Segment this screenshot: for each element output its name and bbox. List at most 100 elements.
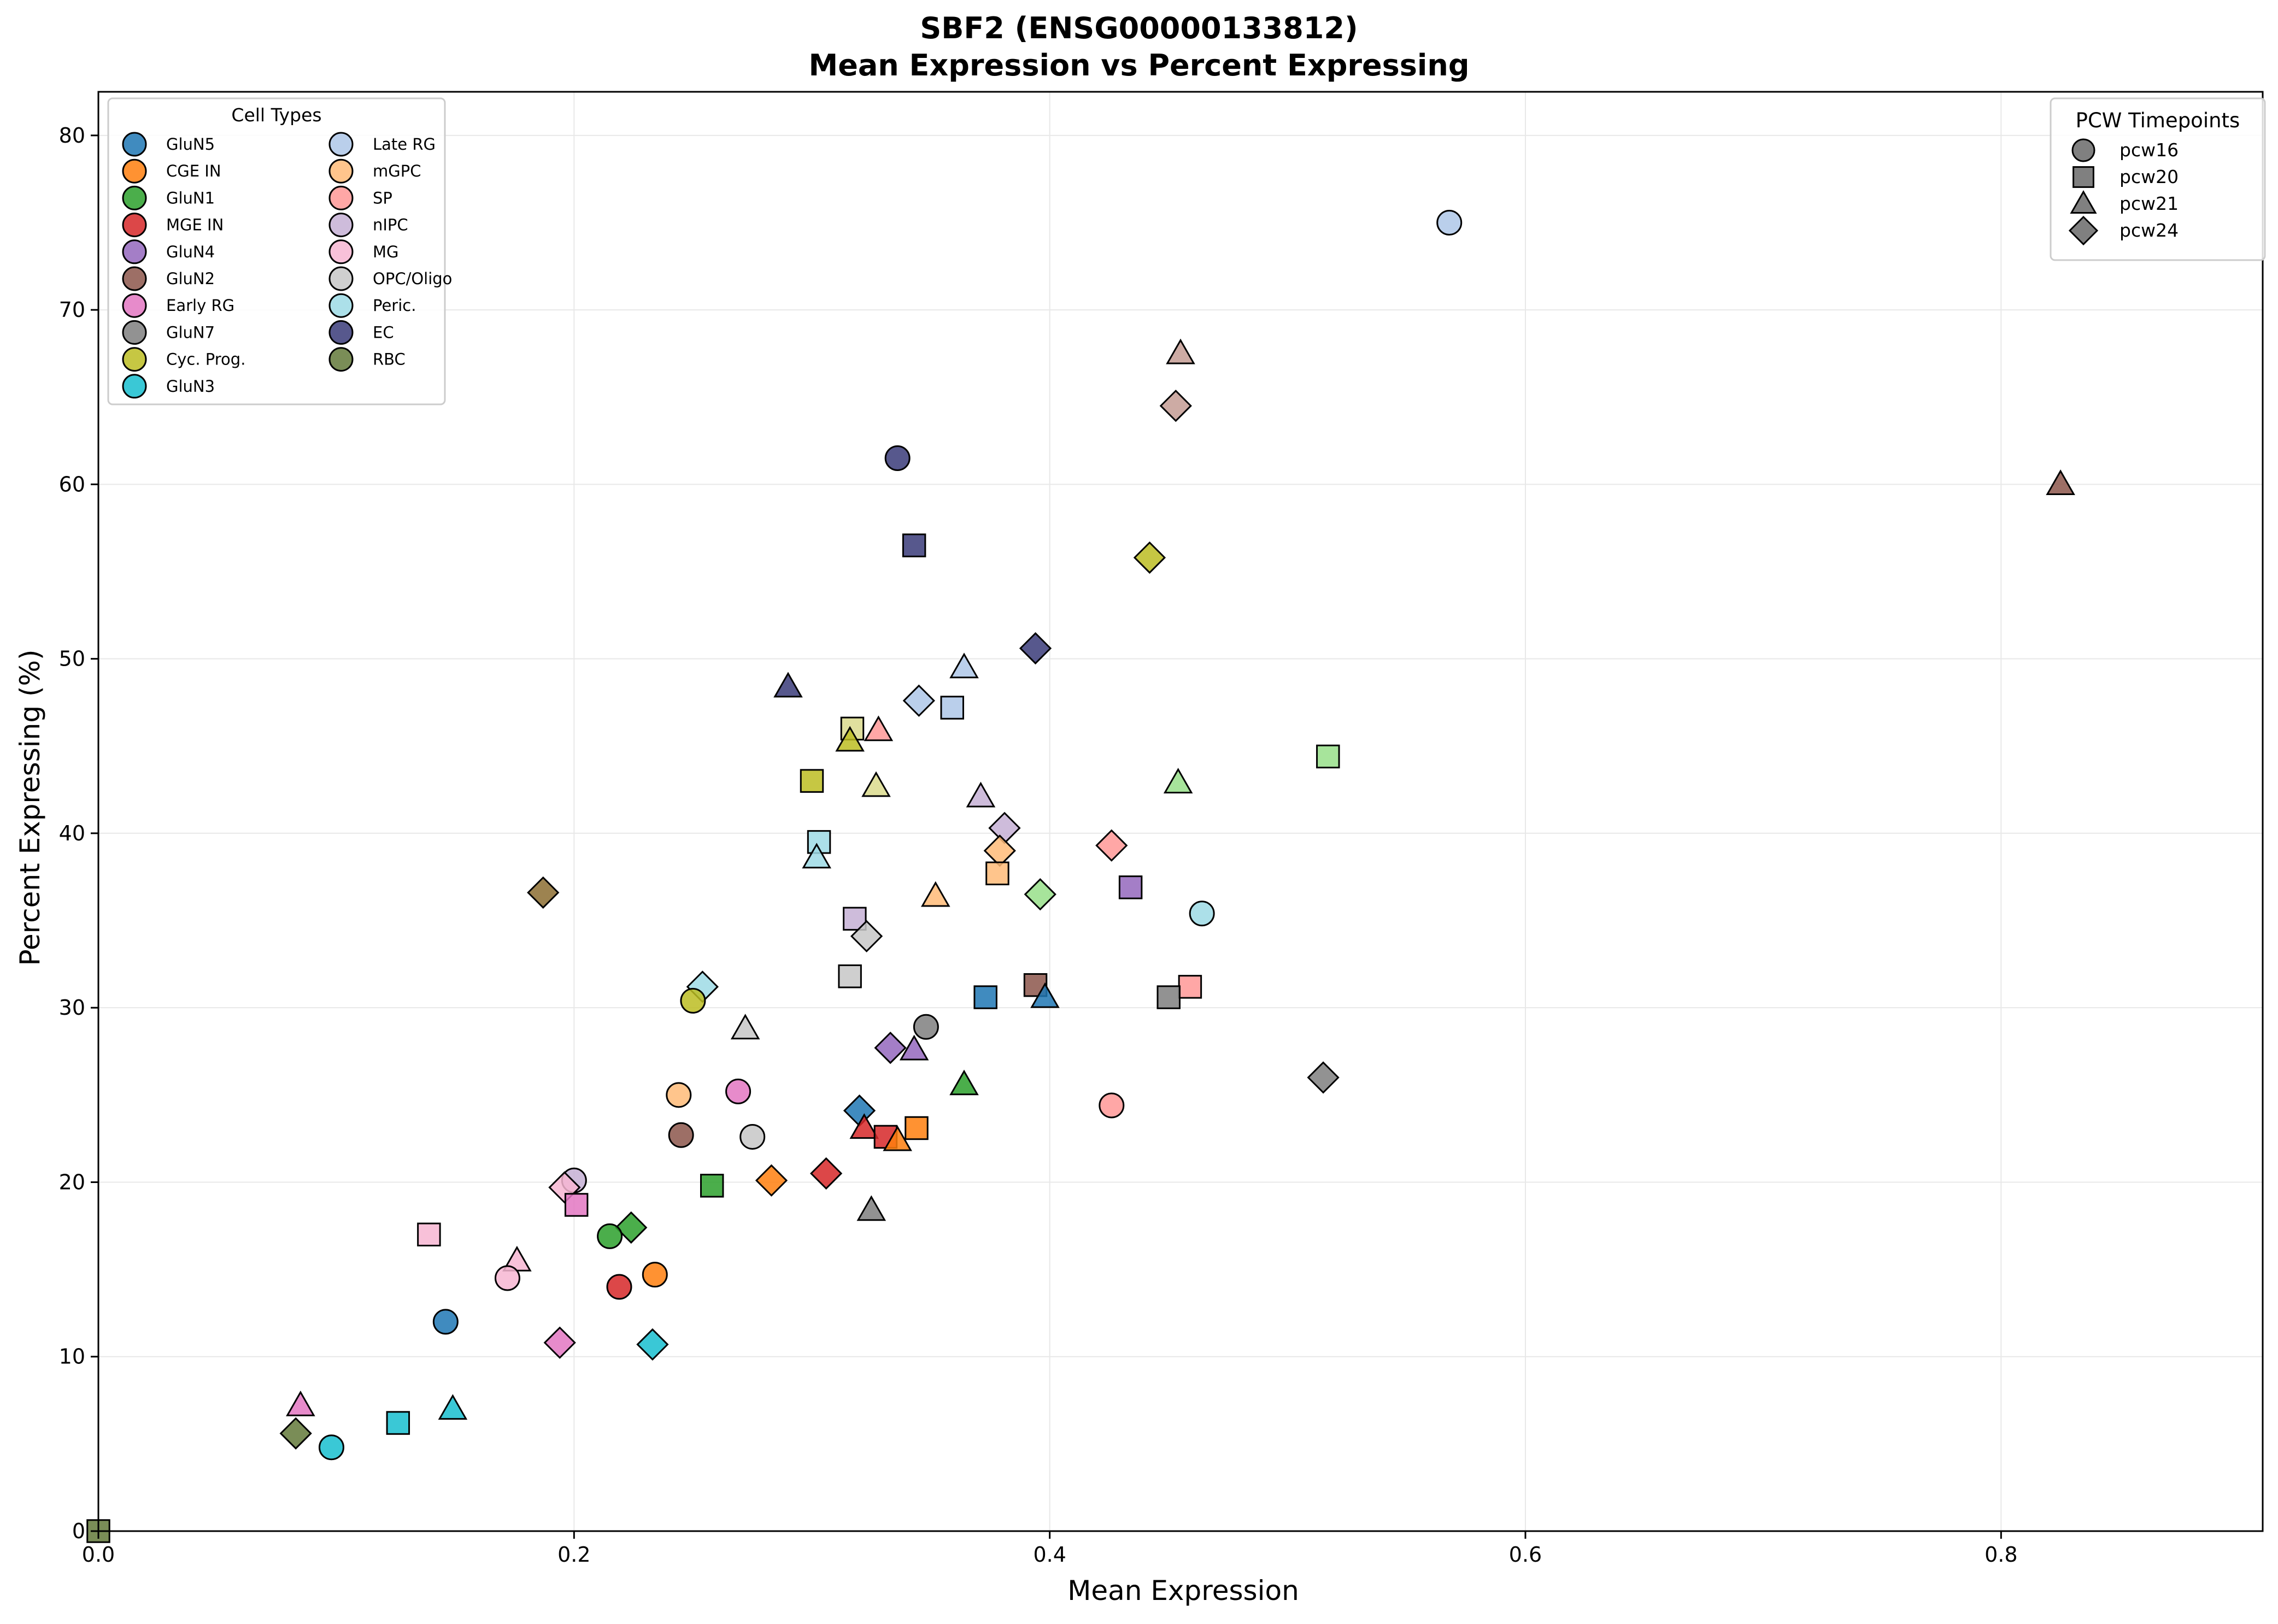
data-points bbox=[86, 209, 2075, 1543]
cell-legend-title: Cell Types bbox=[231, 104, 321, 126]
data-point-circle bbox=[597, 1223, 623, 1249]
plot-frame bbox=[97, 91, 2264, 1532]
cell-legend-swatch bbox=[122, 374, 147, 399]
data-point-diamond bbox=[850, 920, 883, 952]
pcw-legend-label: pcw16 bbox=[2120, 139, 2179, 161]
data-point-square bbox=[1118, 875, 1143, 899]
data-point-triangle bbox=[1030, 982, 1060, 1008]
data-point-triangle bbox=[730, 1014, 760, 1040]
pcw-timepoints-legend: PCW Timepoints pcw16 pcw20 pcw21 pcw24 bbox=[2050, 97, 2266, 261]
data-point-triangle bbox=[2046, 469, 2075, 496]
data-point-triangle bbox=[899, 1034, 929, 1061]
data-point-triangle bbox=[966, 781, 996, 808]
data-point-diamond bbox=[874, 1031, 907, 1064]
cell-legend-swatch bbox=[122, 293, 147, 318]
data-point-diamond bbox=[543, 1326, 576, 1359]
cell-legend-swatch bbox=[328, 185, 354, 210]
chart-title-line2: Mean Expression vs Percent Expressing bbox=[809, 48, 1470, 83]
chart-title-line1: SBF2 (ENSG00000133812) bbox=[920, 11, 1358, 45]
pcw-legend-swatch-circle bbox=[2071, 138, 2095, 162]
cell-legend-label: CGE IN bbox=[166, 162, 221, 180]
data-point-square bbox=[700, 1174, 724, 1198]
data-point-triangle bbox=[949, 1069, 979, 1096]
data-point-circle bbox=[739, 1123, 766, 1150]
data-point-circle bbox=[494, 1265, 520, 1291]
pcw-legend-swatch-triangle bbox=[2070, 190, 2097, 214]
data-point-square bbox=[1156, 985, 1181, 1009]
data-point-circle bbox=[884, 445, 911, 471]
cell-legend-label: GluN7 bbox=[166, 323, 215, 342]
data-point-diamond bbox=[1019, 632, 1052, 665]
cell-legend-label: MGE IN bbox=[166, 216, 224, 234]
data-point-triangle bbox=[864, 715, 894, 742]
cell-types-legend: Cell Types GluN5 CGE IN GluN1 MGE IN GluN4 Gl… bbox=[107, 97, 452, 405]
data-point-diamond bbox=[279, 1417, 312, 1450]
cell-legend-swatch bbox=[122, 158, 147, 184]
y-tick-label: 0 bbox=[72, 1519, 85, 1543]
data-point-circle bbox=[432, 1309, 459, 1335]
data-point-circle bbox=[680, 987, 706, 1014]
y-tick-label: 70 bbox=[59, 298, 85, 322]
pcw-legend-swatch-square bbox=[2072, 166, 2094, 188]
data-point-triangle bbox=[773, 672, 803, 698]
cell-legend-swatch bbox=[328, 347, 354, 372]
pcw-legend-label: pcw24 bbox=[2120, 220, 2179, 241]
pcw-legend-label: pcw21 bbox=[2120, 193, 2179, 214]
y-axis-label: Percent Expressing (%) bbox=[14, 649, 46, 966]
data-point-circle bbox=[606, 1274, 632, 1300]
data-point-diamond bbox=[843, 1094, 876, 1127]
cell-legend-swatch bbox=[122, 347, 147, 372]
cell-legend-swatch bbox=[328, 158, 354, 184]
data-point-diamond bbox=[1133, 541, 1166, 574]
y-tick-label: 50 bbox=[59, 647, 85, 671]
data-point-triangle bbox=[856, 1195, 886, 1221]
y-tick-label: 80 bbox=[59, 123, 85, 148]
cell-legend-swatch bbox=[328, 132, 354, 157]
data-point-square bbox=[1316, 744, 1340, 769]
pcw-legend-title: PCW Timepoints bbox=[2076, 109, 2240, 132]
y-tick-label: 40 bbox=[59, 821, 85, 845]
cell-legend-label: Early RG bbox=[166, 296, 234, 315]
data-point-square bbox=[985, 861, 1009, 886]
cell-legend-swatch bbox=[122, 213, 147, 238]
data-point-square bbox=[417, 1222, 441, 1246]
data-point-diamond bbox=[1307, 1061, 1340, 1094]
data-point-circle bbox=[1099, 1092, 1125, 1119]
data-point-triangle bbox=[286, 1390, 315, 1416]
data-point-square bbox=[800, 769, 824, 793]
cell-legend-swatch bbox=[328, 266, 354, 291]
cell-legend-label: GluN1 bbox=[166, 189, 215, 207]
data-point-triangle bbox=[920, 881, 950, 907]
cell-legend-label: Cyc. Prog. bbox=[166, 350, 245, 369]
cell-legend-label: SP bbox=[373, 189, 392, 207]
cell-legend-label: mGPC bbox=[373, 162, 421, 180]
pcw-legend-swatch-diamond bbox=[2068, 215, 2099, 246]
y-tick-label: 20 bbox=[59, 1170, 85, 1194]
cell-legend-label: EC bbox=[373, 323, 394, 342]
data-point-circle bbox=[725, 1078, 751, 1104]
data-point-triangle bbox=[802, 843, 831, 869]
pcw-legend-label: pcw20 bbox=[2120, 166, 2179, 187]
data-point-diamond bbox=[527, 876, 560, 909]
data-point-triangle bbox=[861, 771, 891, 797]
cell-legend-swatch bbox=[122, 132, 147, 157]
data-point-diamond bbox=[1095, 829, 1128, 862]
data-point-triangle bbox=[949, 652, 979, 679]
y-tick-label: 10 bbox=[59, 1345, 85, 1369]
data-point-circle bbox=[1436, 209, 1463, 236]
x-axis-ticks: 0.0 0.2 0.4 0.6 0.8 bbox=[82, 1531, 2018, 1567]
data-point-square bbox=[564, 1193, 589, 1217]
data-point-square bbox=[1178, 975, 1202, 999]
cell-legend-swatch bbox=[328, 239, 354, 264]
data-point-circle bbox=[668, 1122, 694, 1148]
data-point-square bbox=[902, 533, 926, 557]
data-point-diamond bbox=[615, 1211, 648, 1244]
x-tick-label: 0.2 bbox=[557, 1543, 590, 1567]
cell-legend-label: GluN5 bbox=[166, 135, 215, 154]
cell-legend-label: GluN4 bbox=[166, 243, 215, 261]
x-tick-label: 0.4 bbox=[1033, 1543, 1066, 1567]
y-tick-label: 30 bbox=[59, 996, 85, 1020]
data-point-diamond bbox=[636, 1328, 669, 1361]
x-tick-label: 0.0 bbox=[82, 1543, 115, 1567]
